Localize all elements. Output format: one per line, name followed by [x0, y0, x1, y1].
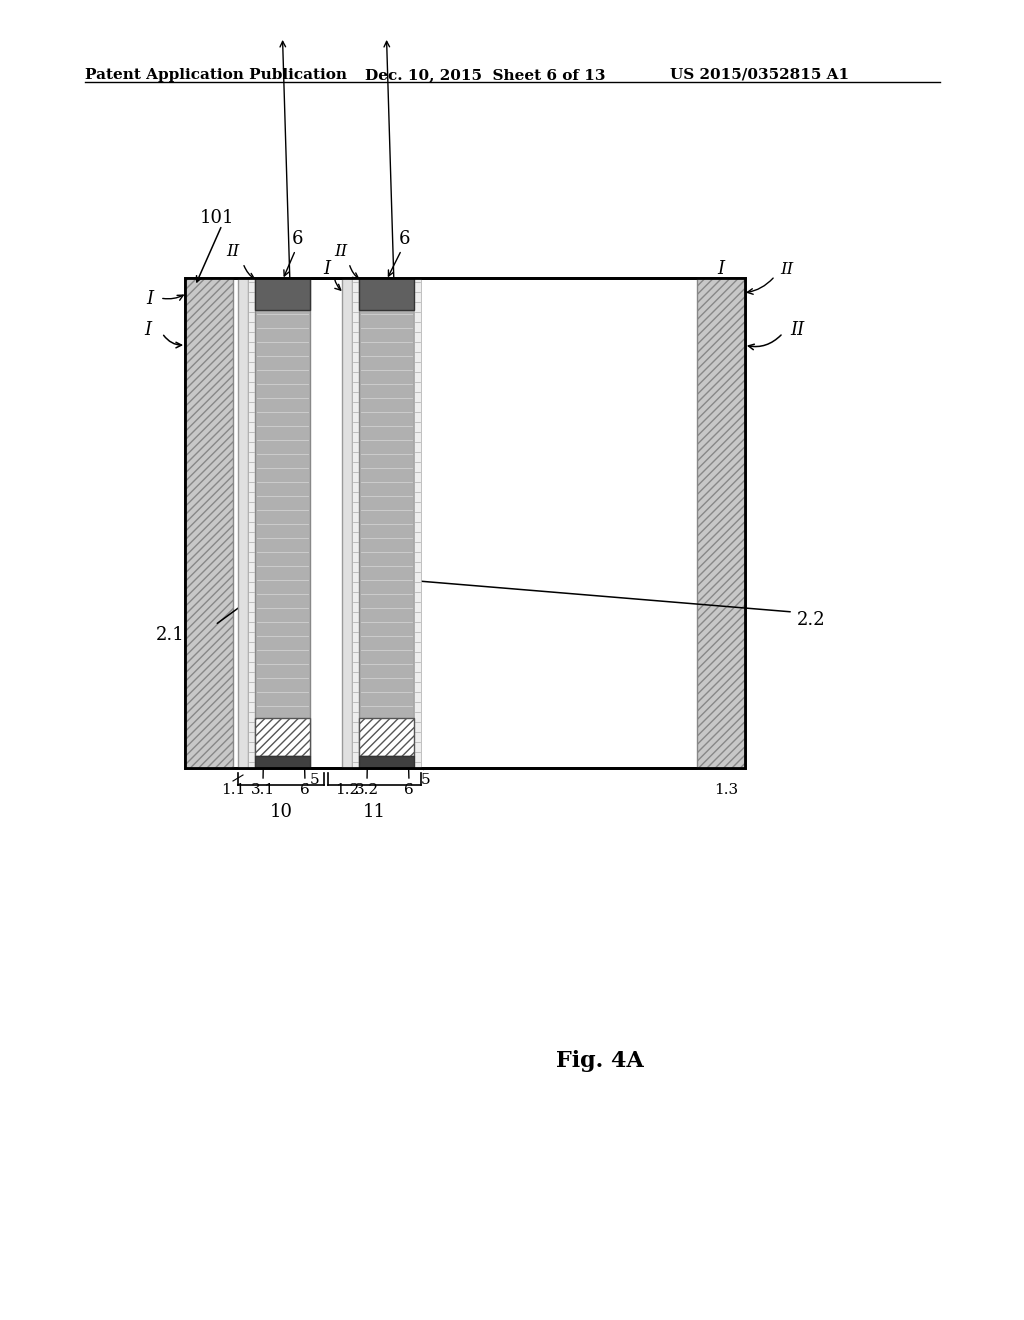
Text: 1.2: 1.2	[335, 783, 359, 797]
Bar	[255, 756, 310, 768]
Text: I: I	[718, 260, 725, 279]
Text: 10: 10	[269, 803, 293, 821]
Text: 6: 6	[398, 230, 411, 248]
Text: 6: 6	[300, 783, 310, 797]
Text: I: I	[324, 260, 331, 279]
Text: II: II	[780, 261, 794, 279]
Text: 5: 5	[310, 774, 319, 787]
Text: 1.1: 1.1	[221, 783, 245, 797]
Text: 3.2: 3.2	[355, 783, 379, 797]
Text: 2.2: 2.2	[797, 611, 825, 630]
Text: I: I	[146, 290, 154, 308]
Text: II: II	[226, 243, 240, 260]
Bar	[359, 718, 414, 756]
Text: 101: 101	[200, 209, 234, 227]
Bar	[185, 279, 233, 768]
Bar	[342, 279, 352, 768]
Bar	[185, 279, 745, 768]
Text: Fig. 4A: Fig. 4A	[556, 1049, 644, 1072]
Bar	[352, 279, 359, 768]
Text: 6: 6	[292, 230, 303, 248]
Bar	[248, 279, 255, 768]
Bar	[238, 279, 248, 768]
Text: 11: 11	[362, 803, 386, 821]
Bar	[697, 279, 745, 768]
Text: II: II	[790, 321, 804, 339]
Text: I: I	[144, 321, 152, 339]
Text: Patent Application Publication: Patent Application Publication	[85, 69, 347, 82]
Text: 3.1: 3.1	[251, 783, 275, 797]
Bar	[185, 279, 745, 768]
Bar	[255, 279, 310, 310]
Bar	[255, 718, 310, 756]
Bar	[255, 279, 310, 768]
Bar	[359, 279, 414, 768]
Bar	[359, 279, 414, 310]
Text: Dec. 10, 2015  Sheet 6 of 13: Dec. 10, 2015 Sheet 6 of 13	[365, 69, 605, 82]
Text: 2.1: 2.1	[157, 626, 185, 644]
Bar	[414, 279, 421, 768]
Text: 1.3: 1.3	[714, 783, 738, 797]
Text: 6: 6	[404, 783, 414, 797]
Text: II: II	[335, 243, 347, 260]
Text: 5: 5	[421, 774, 431, 787]
Bar	[359, 756, 414, 768]
Text: US 2015/0352815 A1: US 2015/0352815 A1	[670, 69, 849, 82]
